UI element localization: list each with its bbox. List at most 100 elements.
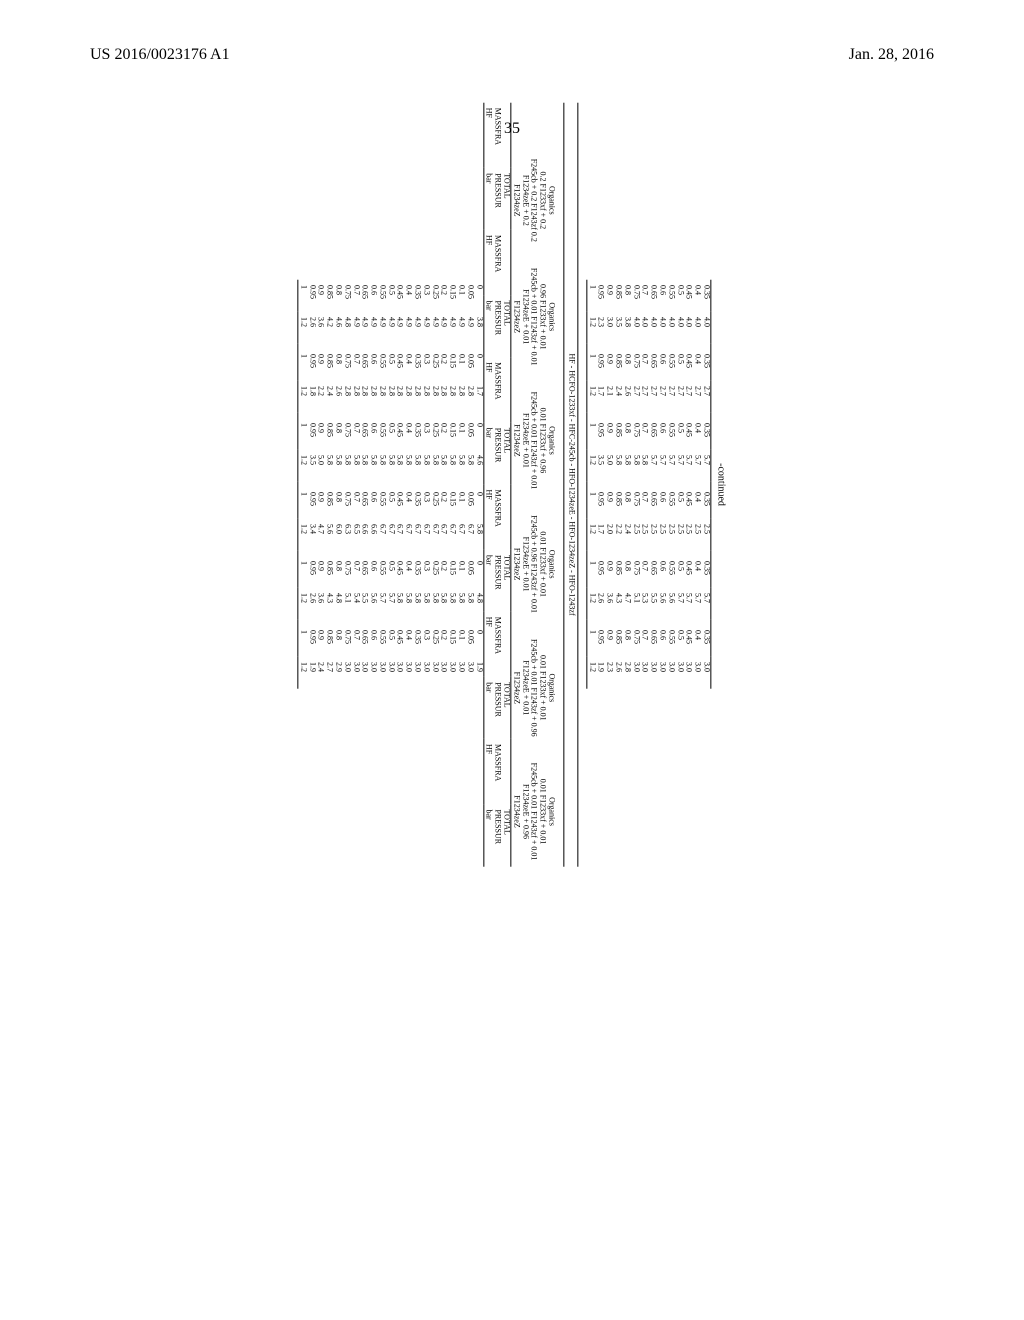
value-cell: 2.7	[675, 381, 684, 413]
pressur-cell: 4.8	[474, 588, 483, 620]
value-cell: 5.8	[631, 450, 640, 482]
pressur-cell: 2.6	[307, 312, 316, 344]
value-cell: 4.0	[675, 312, 684, 344]
mass-cell: 0.1	[457, 344, 466, 381]
value-cell: 5.7	[675, 450, 684, 482]
mass-cell: 0.7	[351, 551, 360, 588]
pressur-cell: 6.7	[457, 519, 466, 551]
value-cell: 5.0	[605, 450, 614, 482]
pressur-cell: 4.8	[342, 312, 351, 344]
value-cell: 5.7	[649, 450, 658, 482]
value-cell: 1.2	[587, 312, 596, 344]
pressur-cell: 6.7	[466, 519, 475, 551]
mass-cell: 0.35	[702, 482, 711, 519]
mass-cell: 0.85	[325, 482, 334, 519]
value-cell: 2.8	[623, 657, 632, 689]
value-cell: 2.7	[640, 381, 649, 413]
pressur-cell: 3.0	[369, 657, 378, 689]
mass-cell: 0.9	[605, 413, 614, 450]
value-cell: 2.5	[667, 519, 676, 551]
mass-cell: 1	[587, 551, 596, 588]
pressur-cell: 4.6	[334, 312, 343, 344]
mass-cell: 0	[474, 482, 483, 519]
colhead-cell: PRESSUR	[493, 550, 502, 612]
pressur-cell: 2.4	[325, 381, 334, 413]
mass-cell: 0.5	[386, 280, 395, 312]
mass-cell: 0.45	[684, 620, 693, 657]
mass-cell: 0.6	[369, 551, 378, 588]
mass-cell: 0.4	[693, 344, 702, 381]
mass-cell: 0.05	[466, 280, 475, 312]
mass-cell: 1	[587, 482, 596, 519]
mass-cell: 0.7	[351, 344, 360, 381]
mass-cell: 0.8	[334, 482, 343, 519]
value-cell: 2.7	[658, 381, 667, 413]
col-heads: TOTALTOTALTOTALTOTALTOTALTOTAL MASSFRAPR…	[483, 103, 511, 867]
value-cell: 2.7	[693, 381, 702, 413]
mass-cell: 0.9	[605, 344, 614, 381]
colhead-cell: bar	[484, 295, 493, 357]
pressur-cell: 2.7	[325, 657, 334, 689]
mass-cell: 0.05	[466, 551, 475, 588]
mass-cell: 0.6	[369, 280, 378, 312]
pressur-cell: 4.7	[316, 519, 325, 551]
mass-cell: 0.4	[693, 551, 702, 588]
value-cell: 2.4	[623, 519, 632, 551]
mass-cell: 0.55	[667, 344, 676, 381]
mass-cell: 0.5	[386, 413, 395, 450]
mass-cell: 0.35	[413, 413, 422, 450]
colhead-cell: TOTAL	[502, 550, 511, 612]
pressur-cell: 1.2	[298, 657, 307, 689]
pressur-cell: 6.5	[351, 519, 360, 551]
mass-cell: 0.9	[605, 280, 614, 312]
mass-cell: 0.15	[448, 280, 457, 312]
colhead-cell: HF	[484, 739, 493, 804]
pressur-cell: 4.9	[448, 312, 457, 344]
mass-cell: 0.75	[631, 344, 640, 381]
mass-cell: 0.65	[649, 482, 658, 519]
mass-cell: 0.5	[386, 551, 395, 588]
organics-cell: Organics0.01 F1233xf + 0.01F245cb + 0.01…	[512, 757, 556, 867]
colhead-cell: MASSFRA	[493, 103, 502, 168]
mass-cell: 0.75	[342, 280, 351, 312]
pressur-cell: 5.8	[404, 450, 413, 482]
mass-cell: 0.3	[422, 620, 431, 657]
mass-cell: 0.55	[667, 482, 676, 519]
pressur-cell: 3.0	[430, 657, 439, 689]
pressur-cell: 3.0	[439, 657, 448, 689]
pressur-cell: 3.6	[316, 312, 325, 344]
colhead-cell: bar	[484, 168, 493, 230]
colhead-cell: TOTAL	[502, 423, 511, 485]
pressur-cell: 5.8	[439, 450, 448, 482]
mass-cell: 0.95	[596, 280, 605, 312]
pressur-cell: 3.8	[474, 312, 483, 344]
value-cell: 4.0	[702, 312, 711, 344]
mass-cell: 0.25	[430, 413, 439, 450]
mass-cell: 0.7	[640, 344, 649, 381]
pressur-cell: 2.8	[430, 381, 439, 413]
mass-cell: 0.9	[316, 620, 325, 657]
mass-cell: 0.6	[658, 482, 667, 519]
mass-cell: 0.45	[395, 551, 404, 588]
mass-cell: 0.7	[640, 482, 649, 519]
pressur-cell: 3.0	[404, 657, 413, 689]
mass-cell: 0.25	[430, 551, 439, 588]
pressur-cell: 4.9	[369, 312, 378, 344]
mass-cell: 0.75	[342, 413, 351, 450]
value-cell: 5.8	[640, 450, 649, 482]
mass-cell: 0.65	[649, 280, 658, 312]
mass-cell: 0.95	[307, 482, 316, 519]
pressur-cell: 2.8	[395, 381, 404, 413]
mass-cell: 0.85	[325, 280, 334, 312]
mass-cell: 1	[587, 413, 596, 450]
pressur-cell: 3.0	[360, 657, 369, 689]
mass-cell: 0.55	[667, 280, 676, 312]
pressur-cell: 2.8	[413, 381, 422, 413]
mass-cell: 0.5	[386, 482, 395, 519]
pressur-cell: 5.8	[334, 450, 343, 482]
pressur-cell: 3.6	[316, 588, 325, 620]
mass-cell: 0.75	[342, 482, 351, 519]
pressur-cell: 5.8	[395, 588, 404, 620]
mass-cell: 0.75	[342, 344, 351, 381]
mass-cell: 0.2	[439, 280, 448, 312]
